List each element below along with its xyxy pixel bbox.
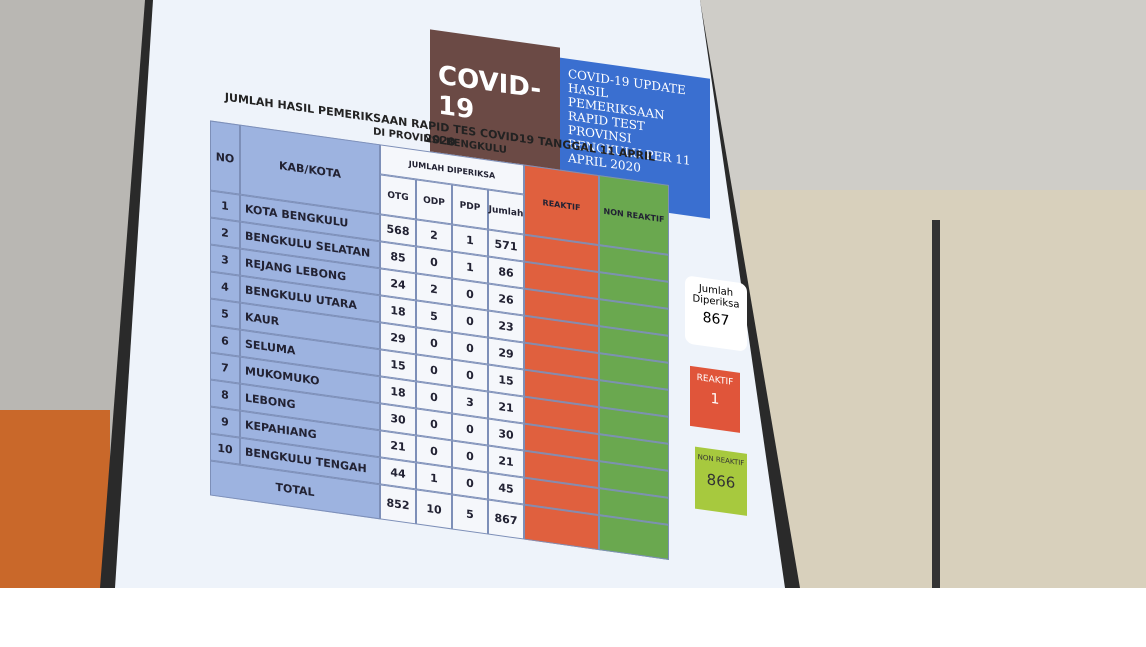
reactive-label: REAKTIF	[696, 372, 734, 388]
examined-label: Jumlah Diperiksa	[692, 283, 740, 311]
row-no: 4	[210, 271, 240, 303]
total-value: 852	[380, 484, 416, 525]
row-no: 8	[210, 379, 240, 411]
cabinet	[0, 410, 110, 588]
header-col: ODP	[416, 179, 452, 225]
row-no: 1	[210, 190, 240, 222]
partition	[740, 190, 1146, 588]
row-no: 2	[210, 217, 240, 249]
row-no: 5	[210, 298, 240, 330]
total-value: 5	[452, 494, 488, 535]
non-reactive-box: NON REAKTIF 866	[695, 446, 747, 516]
row-no: 7	[210, 352, 240, 384]
examined-box: Jumlah Diperiksa 867	[685, 275, 747, 352]
header-no: NO	[210, 120, 240, 195]
slide: COVID-19 COVID-19 UPDATE HASIL PEMERIKSA…	[150, 0, 770, 647]
header-non-reactive: NON REAKTIF	[599, 175, 669, 255]
partition-seam	[932, 220, 940, 588]
photo: COVID-19 COVID-19 UPDATE HASIL PEMERIKSA…	[0, 0, 1146, 588]
row-no: 6	[210, 325, 240, 357]
header-reactive: REAKTIF	[524, 164, 599, 246]
reactive-box: REAKTIF 1	[690, 365, 740, 433]
non-reactive-label: NON REAKTIF	[697, 452, 745, 468]
row-no: 3	[210, 244, 240, 276]
table: NO KAB/KOTA JUMLAH DIPERIKSA OTG ODP PDP Jumla…	[210, 120, 670, 575]
total-value: 867	[488, 499, 524, 540]
examined-value: 867	[702, 309, 730, 330]
header-col: Jumlah	[488, 189, 524, 235]
reactive-value: 1	[710, 390, 720, 409]
header-col: OTG	[380, 174, 416, 220]
non-reactive-value: 866	[706, 470, 736, 493]
header-col: PDP	[452, 184, 488, 230]
row-no: 10	[210, 433, 240, 465]
total-value: 10	[416, 489, 452, 530]
row-no: 9	[210, 406, 240, 438]
